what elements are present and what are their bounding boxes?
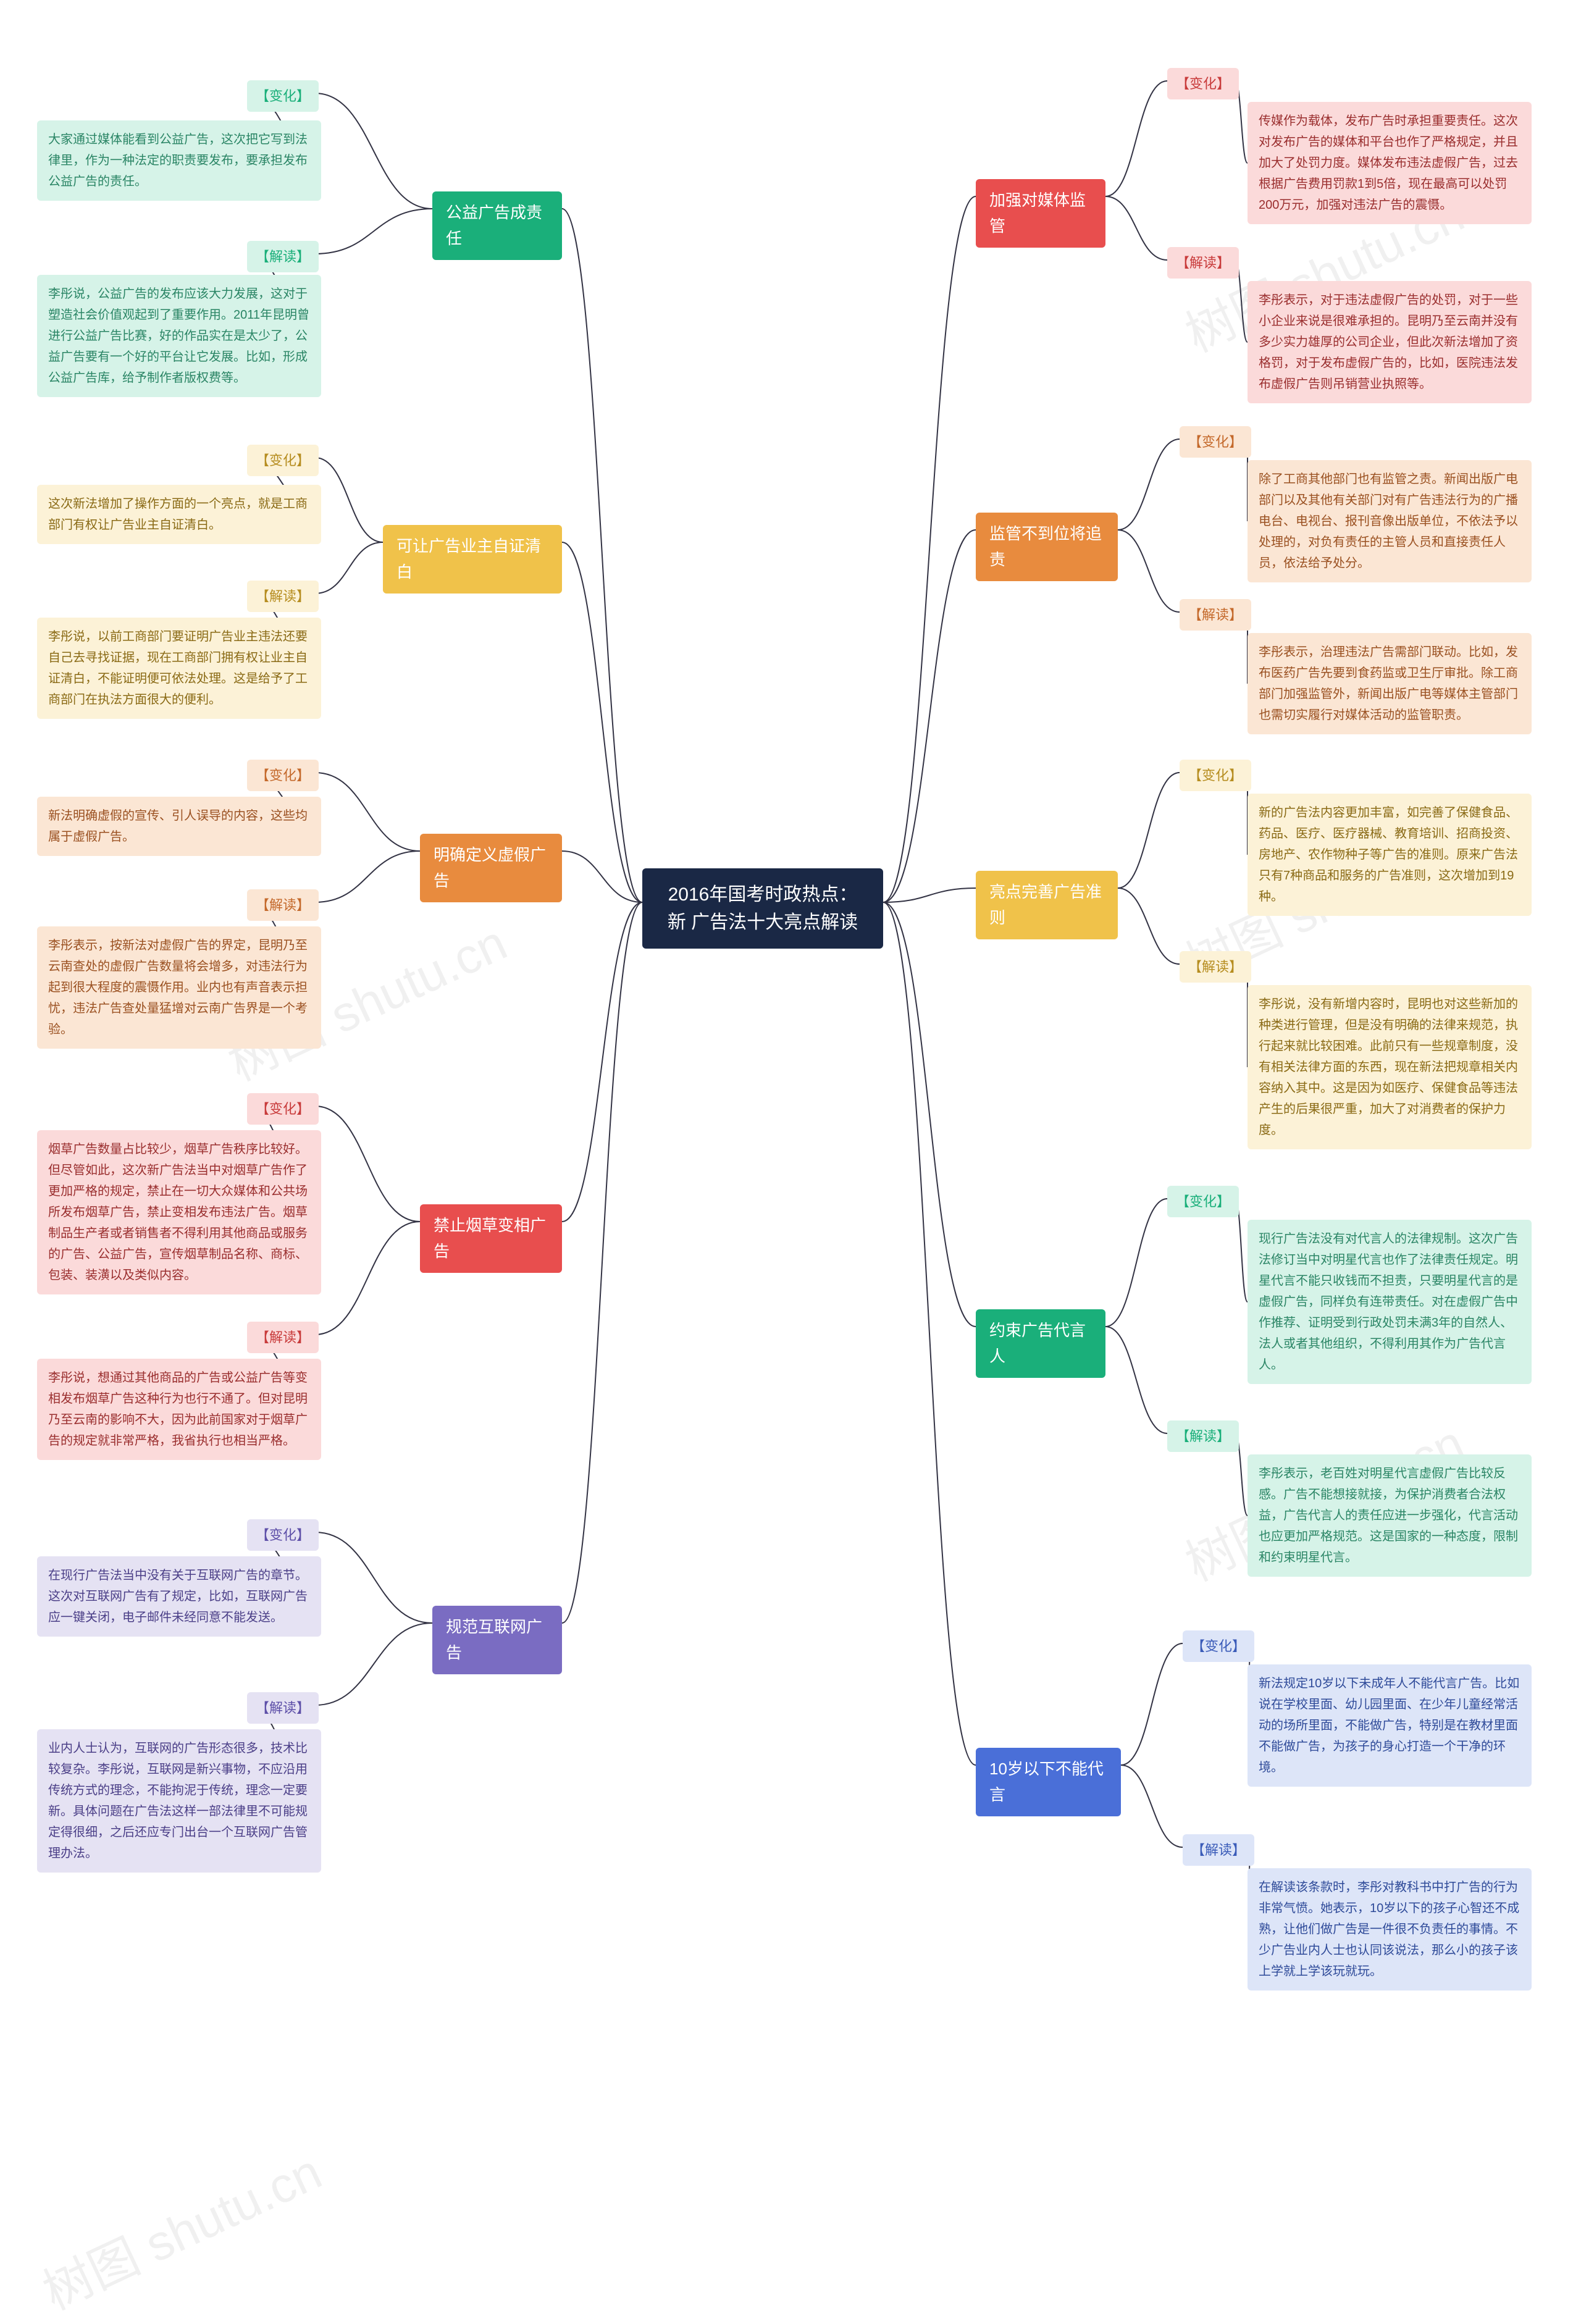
tag-define-false-1: 【解读】	[247, 889, 319, 921]
tag-self-prove-0: 【变化】	[247, 445, 319, 476]
content-public-service-0: 大家通过媒体能看到公益广告，这次把它写到法律里，作为一种法定的职责要发布，要承担…	[37, 120, 321, 201]
content-self-prove-0: 这次新法增加了操作方面的一个亮点，就是工商部门有权让广告业主自证清白。	[37, 485, 321, 544]
category-self-prove: 可让广告业主自证清白	[383, 525, 562, 594]
tag-endorser-0: 【变化】	[1167, 1186, 1239, 1217]
tag-internet-0: 【变化】	[247, 1519, 319, 1551]
tag-self-prove-1: 【解读】	[247, 581, 319, 612]
tag-internet-1: 【解读】	[247, 1692, 319, 1724]
tag-public-service-0: 【变化】	[247, 80, 319, 112]
root-node: 2016年国考时政热点：新 广告法十大亮点解读	[642, 868, 883, 949]
category-under-10: 10岁以下不能代言	[976, 1748, 1121, 1816]
content-guidelines-1: 李彤说，没有新增内容时，昆明也对这些新加的种类进行管理，但是没有明确的法律来规范…	[1248, 985, 1532, 1149]
tag-accountability-0: 【变化】	[1180, 426, 1251, 458]
tag-tobacco-1: 【解读】	[247, 1322, 319, 1353]
content-under-10-0: 新法规定10岁以下未成年人不能代言广告。比如说在学校里面、幼儿园里面、在少年儿童…	[1248, 1664, 1532, 1787]
tag-tobacco-0: 【变化】	[247, 1093, 319, 1125]
category-tobacco: 禁止烟草变相广告	[420, 1204, 562, 1273]
content-tobacco-1: 李彤说，想通过其他商品的广告或公益广告等变相发布烟草广告这种行为也行不通了。但对…	[37, 1359, 321, 1460]
content-guidelines-0: 新的广告法内容更加丰富，如完善了保健食品、药品、医疗、医疗器械、教育培训、招商投…	[1248, 794, 1532, 916]
category-media-supervision: 加强对媒体监管	[976, 179, 1105, 248]
category-define-false: 明确定义虚假广告	[420, 834, 562, 902]
content-internet-1: 业内人士认为，互联网的广告形态很多，技术比较复杂。李彤说，互联网是新兴事物，不应…	[37, 1729, 321, 1873]
tag-define-false-0: 【变化】	[247, 760, 319, 791]
category-endorser: 约束广告代言人	[976, 1309, 1105, 1378]
category-accountability: 监管不到位将追责	[976, 513, 1118, 581]
content-define-false-1: 李彤表示，按新法对虚假广告的界定，昆明乃至云南查处的虚假广告数量将会增多，对违法…	[37, 926, 321, 1049]
content-tobacco-0: 烟草广告数量占比较少，烟草广告秩序比较好。但尽管如此，这次新广告法当中对烟草广告…	[37, 1130, 321, 1294]
category-public-service: 公益广告成责任	[432, 191, 562, 260]
tag-media-supervision-0: 【变化】	[1167, 68, 1239, 99]
content-media-supervision-0: 传媒作为载体，发布广告时承担重要责任。这次对发布广告的媒体和平台也作了严格规定，…	[1248, 102, 1532, 224]
content-under-10-1: 在解读该条款时，李彤对教科书中打广告的行为非常气愤。她表示，10岁以下的孩子心智…	[1248, 1868, 1532, 1991]
content-define-false-0: 新法明确虚假的宣传、引人误导的内容，这些均属于虚假广告。	[37, 797, 321, 856]
content-internet-0: 在现行广告法当中没有关于互联网广告的章节。这次对互联网广告有了规定，比如，互联网…	[37, 1556, 321, 1637]
tag-public-service-1: 【解读】	[247, 241, 319, 272]
content-endorser-0: 现行广告法没有对代言人的法律规制。这次广告法修订当中对明星代言也作了法律责任规定…	[1248, 1220, 1532, 1384]
content-public-service-1: 李彤说，公益广告的发布应该大力发展，这对于塑造社会价值观起到了重要作用。2011…	[37, 275, 321, 397]
tag-guidelines-1: 【解读】	[1180, 951, 1251, 983]
content-endorser-1: 李彤表示，老百姓对明星代言虚假广告比较反感。广告不能想接就接，为保护消费者合法权…	[1248, 1454, 1532, 1577]
tag-under-10-1: 【解读】	[1183, 1834, 1254, 1866]
tag-under-10-0: 【变化】	[1183, 1630, 1254, 1662]
category-internet: 规范互联网广告	[432, 1606, 562, 1674]
category-guidelines: 亮点完善广告准则	[976, 871, 1118, 939]
tag-media-supervision-1: 【解读】	[1167, 247, 1239, 279]
tag-guidelines-0: 【变化】	[1180, 760, 1251, 791]
tag-accountability-1: 【解读】	[1180, 599, 1251, 631]
content-accountability-0: 除了工商其他部门也有监管之责。新闻出版广电部门以及其他有关部门对有广告违法行为的…	[1248, 460, 1532, 582]
tag-endorser-1: 【解读】	[1167, 1420, 1239, 1452]
content-accountability-1: 李彤表示，治理违法广告需部门联动。比如，发布医药广告先要到食药监或卫生厅审批。除…	[1248, 633, 1532, 734]
content-self-prove-1: 李彤说，以前工商部门要证明广告业主违法还要自己去寻找证据，现在工商部门拥有权让业…	[37, 618, 321, 719]
content-media-supervision-1: 李彤表示，对于违法虚假广告的处罚，对于一些小企业来说是很难承担的。昆明乃至云南并…	[1248, 281, 1532, 403]
